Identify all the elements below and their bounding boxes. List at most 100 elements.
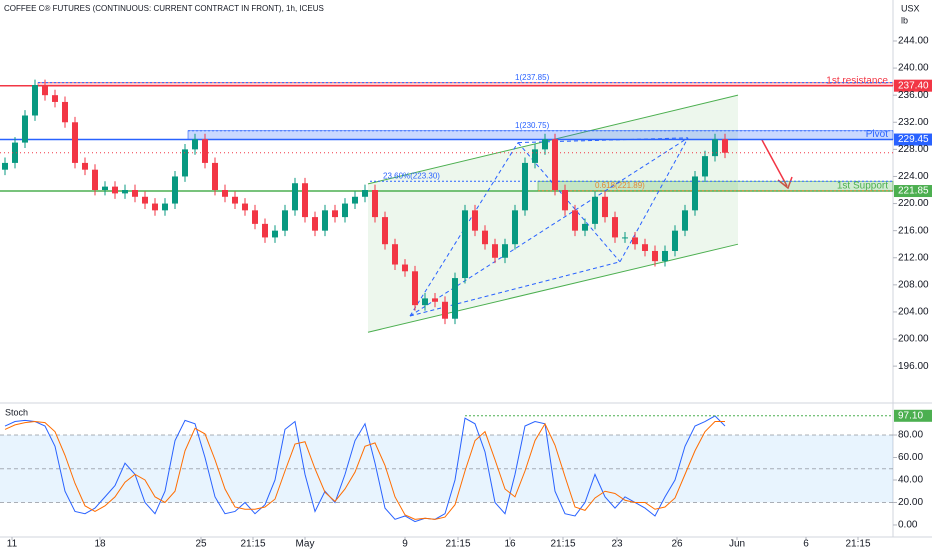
- candle-body: [652, 250, 658, 262]
- y-tick-label: 244.00: [898, 36, 929, 47]
- candle-body: [572, 210, 578, 231]
- candle-body: [162, 203, 168, 211]
- candle-body: [412, 271, 418, 306]
- x-tick-label: Jun: [729, 539, 745, 550]
- candle-body: [32, 85, 38, 116]
- candle-body: [2, 162, 8, 170]
- candle-body: [452, 278, 458, 319]
- candle-body: [552, 139, 558, 191]
- x-tick-label: 9: [402, 539, 408, 550]
- candle-body: [492, 244, 498, 258]
- price-tag-label: 221.85: [898, 186, 929, 197]
- candle-body: [402, 264, 408, 272]
- candle-body: [382, 217, 388, 245]
- currency: USX: [901, 3, 920, 13]
- price-tag: [894, 133, 932, 146]
- candle-body: [232, 196, 238, 204]
- y-tick-label: 0.00: [898, 520, 918, 531]
- candle-body: [672, 230, 678, 251]
- candle-body: [212, 162, 218, 191]
- fib-label: 1(230.75): [515, 121, 550, 130]
- candle-body: [322, 210, 328, 231]
- x-tick-label: 21:15: [845, 539, 870, 550]
- candle-body: [472, 210, 478, 231]
- stoch-line: [4, 415, 726, 523]
- y-tick-label: 212.00: [898, 252, 929, 263]
- price-tag: [894, 79, 932, 92]
- pattern-line: [409, 137, 689, 317]
- y-tick-label: 232.00: [898, 117, 929, 128]
- candle-body: [262, 223, 268, 238]
- candle-body: [602, 196, 608, 218]
- candle-body: [372, 190, 378, 218]
- candle-body: [152, 203, 158, 211]
- fib-label: 0.618(221.89): [595, 181, 645, 190]
- candle-body: [292, 183, 298, 211]
- candle-body: [712, 139, 718, 157]
- candle-body: [342, 203, 348, 218]
- price-tag: [894, 409, 932, 422]
- y-tick-label: 60.00: [898, 452, 923, 463]
- stoch-line: [4, 421, 725, 520]
- arrow: [761, 139, 793, 190]
- candle-body: [182, 149, 188, 177]
- candle-body: [312, 217, 318, 231]
- x-tick-label: May: [296, 539, 315, 550]
- candle-body: [512, 210, 518, 245]
- x-tick-label: 25: [195, 539, 207, 550]
- candle-body: [622, 237, 628, 239]
- candle-body: [702, 156, 708, 177]
- candle-body: [562, 190, 568, 211]
- candle-body: [592, 196, 598, 224]
- pattern-line: [619, 137, 689, 263]
- y-tick-label: 228.00: [898, 144, 929, 155]
- y-tick-label: 200.00: [898, 334, 929, 345]
- price-tag: [894, 185, 932, 198]
- candle-body: [332, 210, 338, 218]
- candle-body: [22, 115, 28, 143]
- candle-body: [132, 190, 138, 197]
- level-label: 1st resistance: [826, 75, 888, 86]
- candle-body: [72, 122, 78, 163]
- y-tick-label: 80.00: [898, 430, 923, 441]
- candle-body: [42, 85, 48, 96]
- fib-label: 1(237.85): [515, 73, 550, 82]
- price-tag-label: 229.45: [898, 134, 929, 145]
- candle-body: [522, 162, 528, 211]
- level-label: Pivot: [866, 129, 888, 140]
- level-label: 1st Support: [837, 181, 888, 192]
- candle-body: [222, 190, 228, 197]
- candle-body: [142, 196, 148, 204]
- candle-body: [432, 298, 438, 302]
- channel-fill: [368, 95, 738, 333]
- price-tag-label: 237.40: [898, 80, 929, 91]
- candle-body: [352, 196, 358, 204]
- candle-body: [252, 210, 258, 224]
- candle-body: [12, 142, 18, 163]
- candle-body: [392, 244, 398, 265]
- y-tick-label: 20.00: [898, 497, 923, 508]
- candle-body: [462, 210, 468, 279]
- candle-body: [442, 301, 448, 319]
- y-tick-label: 40.00: [898, 475, 923, 486]
- candle-body: [82, 162, 88, 170]
- candle-body: [192, 139, 198, 150]
- pattern-line: [517, 142, 621, 263]
- x-tick-label: 18: [94, 539, 106, 550]
- fib-label: 23.60%(223.30): [383, 171, 440, 180]
- x-tick-label: 11: [7, 539, 18, 550]
- price-tag-label: 97.10: [898, 410, 923, 421]
- candle-body: [52, 95, 58, 102]
- candle-body: [482, 230, 488, 245]
- y-tick-label: 224.00: [898, 171, 929, 182]
- candle-body: [62, 101, 68, 123]
- candle-body: [302, 183, 308, 218]
- chart-title: COFFEE C® FUTURES (CONTINUOUS: CURRENT C…: [4, 4, 324, 13]
- y-tick-label: 236.00: [898, 90, 929, 101]
- candle-body: [662, 250, 668, 262]
- y-tick-label: 204.00: [898, 307, 929, 318]
- x-tick-label: 21:15: [240, 539, 265, 550]
- candle-body: [272, 230, 278, 238]
- y-tick-label: 208.00: [898, 279, 929, 290]
